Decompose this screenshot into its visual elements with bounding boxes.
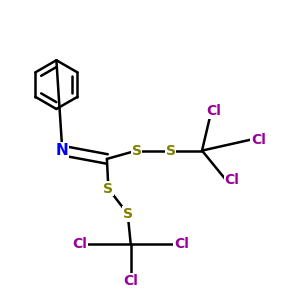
- Text: Cl: Cl: [123, 274, 138, 288]
- Text: Cl: Cl: [174, 237, 189, 250]
- Text: Cl: Cl: [251, 133, 266, 147]
- Text: Cl: Cl: [206, 104, 221, 118]
- Text: S: S: [123, 207, 133, 221]
- Text: N: N: [56, 143, 69, 158]
- Text: S: S: [166, 144, 176, 158]
- Text: Cl: Cl: [73, 237, 88, 250]
- Text: S: S: [103, 182, 113, 196]
- Text: Cl: Cl: [224, 173, 239, 187]
- Text: S: S: [132, 144, 142, 158]
